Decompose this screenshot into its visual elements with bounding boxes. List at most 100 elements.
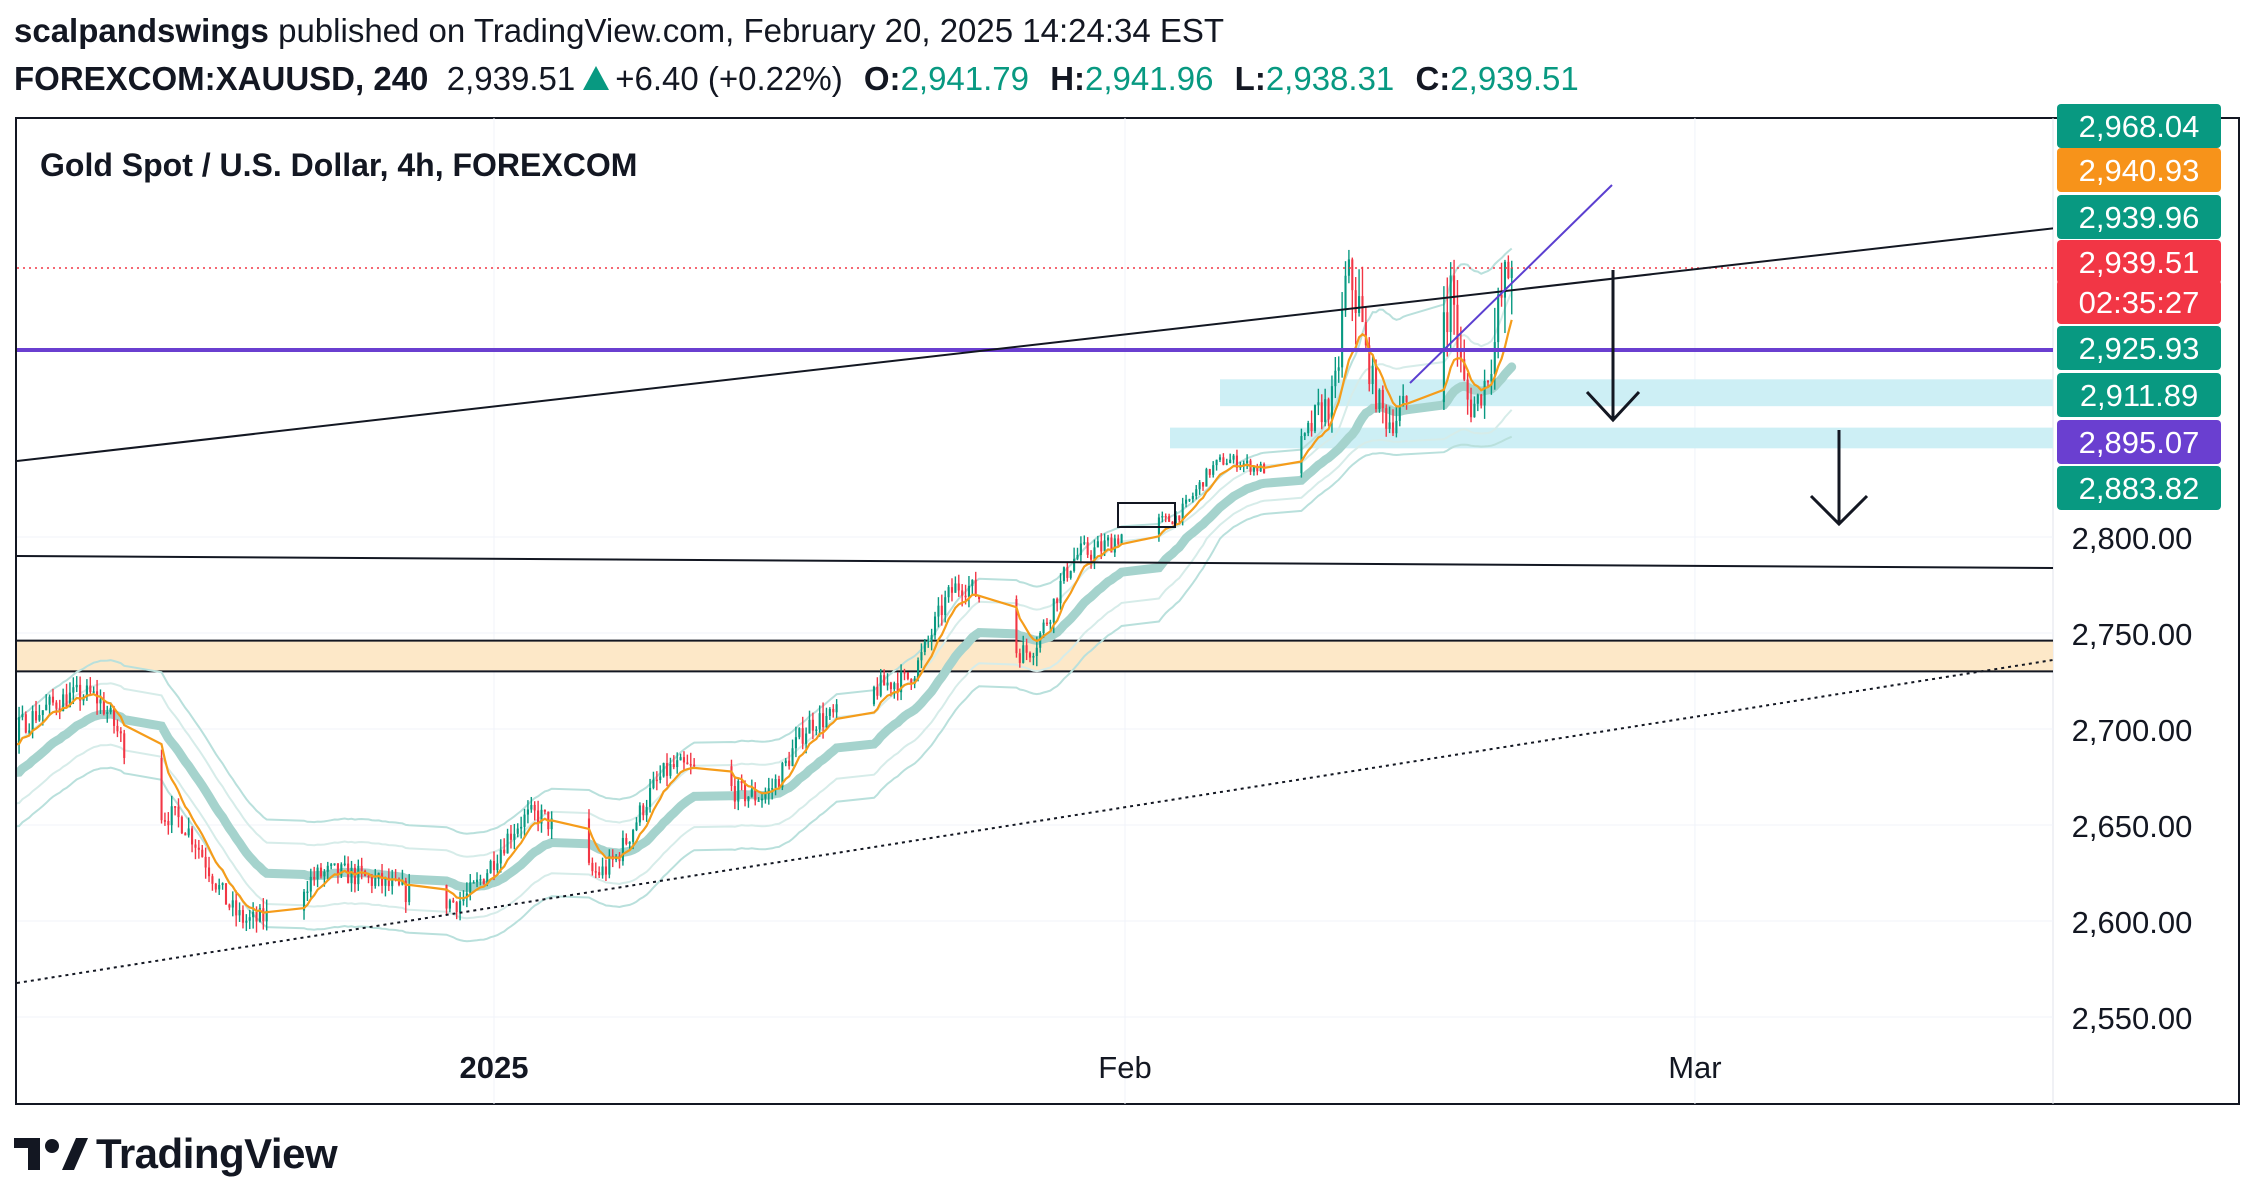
candle-body	[1229, 459, 1232, 464]
candle-body	[1218, 457, 1222, 460]
candle-body	[55, 702, 58, 709]
candle-body	[642, 805, 645, 816]
candle-body	[116, 725, 119, 732]
candle-body	[1307, 422, 1310, 434]
resistance-zone-lower	[1170, 427, 2053, 449]
candle-body	[309, 876, 312, 892]
candle-body	[316, 867, 319, 880]
candle-body	[18, 717, 21, 744]
candle-body	[228, 904, 231, 908]
candle-body	[903, 672, 906, 674]
candle-body	[676, 760, 679, 768]
candle-body	[883, 675, 886, 686]
candle-body	[530, 804, 533, 810]
candle-body	[1385, 408, 1388, 429]
candle-body	[350, 867, 353, 884]
candle-body	[218, 885, 221, 890]
keltner-band-line	[17, 435, 1513, 943]
candle-body	[798, 728, 801, 738]
candle-body	[326, 865, 329, 872]
candle-body	[964, 595, 967, 598]
candle-body	[1371, 366, 1374, 385]
candle-body	[1032, 656, 1035, 658]
candle-body	[825, 716, 828, 728]
price-label-box	[2057, 373, 2221, 417]
candle-body	[632, 829, 635, 842]
candles	[17, 249, 1513, 933]
candle-body	[537, 810, 540, 824]
candle-body	[367, 875, 370, 878]
candle-body	[893, 683, 896, 690]
candle-body	[109, 707, 112, 713]
candle-body	[1052, 598, 1055, 623]
candle-body	[119, 731, 122, 734]
candle-body	[384, 877, 387, 886]
candle-body	[940, 605, 943, 616]
candle-body	[876, 686, 879, 696]
candle-body	[1205, 469, 1208, 487]
candle-body	[323, 871, 326, 877]
candle-body	[482, 879, 485, 884]
candle-body	[1113, 538, 1116, 553]
candle-body	[743, 783, 747, 802]
price-label-green: 2,939.96	[2057, 195, 2221, 239]
candle-body	[58, 708, 61, 712]
candle-body	[1503, 261, 1507, 298]
candle-body	[214, 883, 217, 890]
candle-body	[330, 864, 333, 866]
candle-body	[910, 678, 913, 685]
time-tick-label: Mar	[1668, 1050, 1721, 1085]
candle-body	[1256, 466, 1259, 472]
candle-body	[72, 687, 75, 693]
rising-trendline	[17, 227, 2053, 462]
candle-body	[757, 800, 760, 802]
price-label-green: 2,911.89	[2057, 373, 2221, 417]
candle-body	[933, 616, 937, 636]
low-value: 2,938.31	[1265, 60, 1395, 97]
drawings	[17, 184, 2053, 984]
candle-body	[258, 908, 261, 922]
candle-body	[543, 809, 546, 812]
candle-body	[730, 766, 733, 787]
candle-body	[1103, 540, 1106, 552]
candle-body	[1334, 370, 1337, 387]
price-axis[interactable]: 2,550.00 2,600.00 2,650.00 2,700.00 2,750.00…	[2057, 104, 2221, 1036]
author-name[interactable]: scalpandswings	[14, 12, 269, 49]
candle-body	[408, 884, 411, 903]
candle-body	[594, 871, 597, 873]
candle-body	[92, 691, 95, 693]
candle-body	[1059, 580, 1062, 604]
high-label: H:	[1050, 60, 1086, 97]
candle-body	[1449, 275, 1452, 333]
candle-body	[506, 833, 509, 854]
price-label-text: 2,940.93	[2079, 153, 2200, 188]
candle-body	[923, 641, 926, 653]
candle-body	[659, 776, 662, 781]
candle-body	[1381, 389, 1384, 409]
candle-body	[967, 585, 970, 597]
candle-body	[1076, 555, 1079, 559]
price-label-box	[2057, 148, 2221, 192]
candle-body	[1507, 261, 1510, 278]
tradingview-logo[interactable]: TradingView	[14, 1130, 338, 1178]
candle-body	[944, 597, 947, 616]
ema-line	[17, 319, 1513, 914]
publish-info: scalpandswings published on TradingView.…	[14, 12, 1224, 50]
candle-body	[1201, 482, 1205, 487]
candle-body	[1049, 622, 1052, 624]
candle-body	[1368, 345, 1371, 385]
candle-body	[333, 863, 336, 865]
time-axis[interactable]: 2025 Feb Mar	[460, 1050, 1722, 1085]
candle-body	[794, 737, 797, 749]
candle-body	[1324, 399, 1327, 423]
candle-body	[167, 820, 170, 826]
candle-body	[733, 786, 736, 802]
candle-body	[767, 788, 770, 794]
candle-body	[835, 704, 838, 713]
candle-body	[187, 828, 190, 836]
candle-body	[693, 764, 696, 767]
candle-body	[1463, 359, 1466, 380]
price-label-text: 02:35:27	[2079, 285, 2200, 320]
candle-body	[662, 763, 665, 777]
